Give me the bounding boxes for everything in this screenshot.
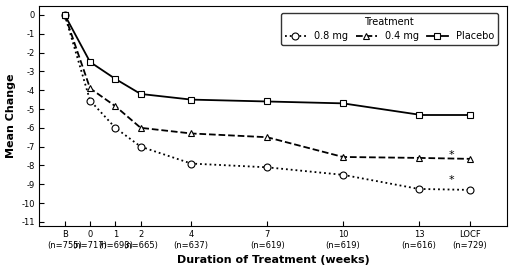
Y-axis label: Mean Change: Mean Change <box>6 73 15 158</box>
Legend: 0.8 mg, 0.4 mg, Placebo: 0.8 mg, 0.4 mg, Placebo <box>281 13 498 45</box>
Text: *: * <box>449 175 455 185</box>
Text: *: * <box>449 150 455 160</box>
X-axis label: Duration of Treatment (weeks): Duration of Treatment (weeks) <box>177 256 370 265</box>
